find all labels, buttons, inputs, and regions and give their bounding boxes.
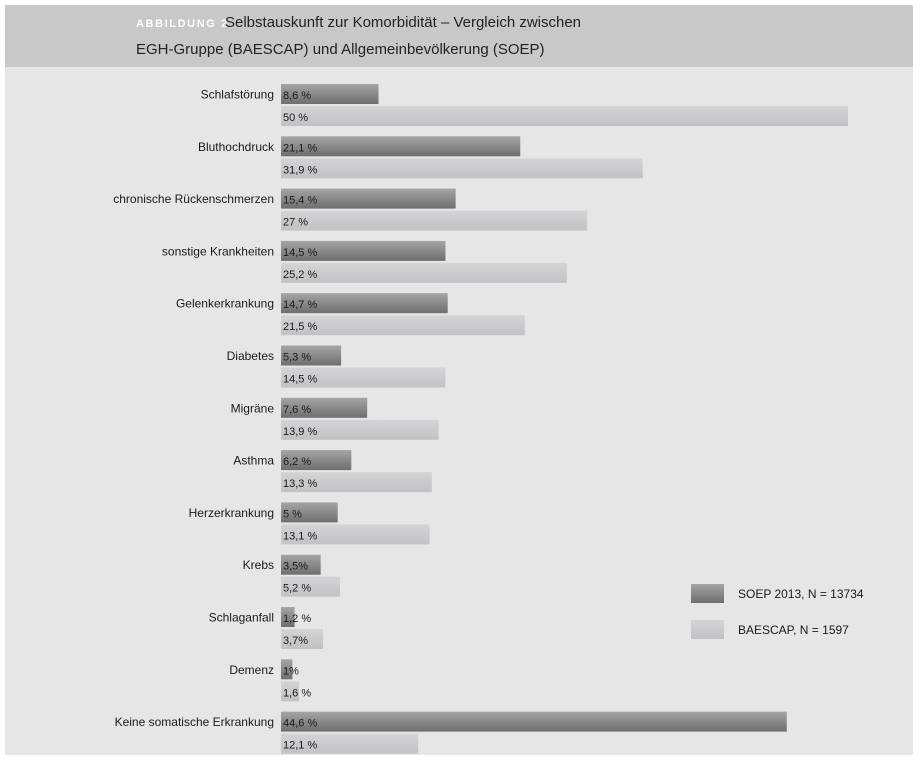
category-label: sonstige Krankheiten xyxy=(162,244,274,258)
value-label: 1,6 % xyxy=(283,687,311,699)
bar-baescap-n-1597 xyxy=(281,629,323,649)
bar-soep-2013-n-13734 xyxy=(281,711,787,732)
legend-swatch-soep-2013-n-13734 xyxy=(691,584,724,603)
bar-baescap-n-1597 xyxy=(281,367,446,388)
bar-soep-2013-n-13734 xyxy=(281,502,338,523)
category-label: Diabetes xyxy=(227,349,274,363)
bar-baescap-n-1597 xyxy=(281,106,848,126)
value-label: 25,2 % xyxy=(283,269,317,281)
bar-soep-2013-n-13734 xyxy=(281,136,521,157)
legend-label: SOEP 2013, N = 13734 xyxy=(738,587,864,601)
category-label: Herzerkrankung xyxy=(189,506,274,520)
bar-soep-2013-n-13734 xyxy=(281,188,456,209)
figure: ABBILDUNG 2 Selbstauskunft zur Komorbidi… xyxy=(5,5,913,755)
value-label: 5,3 % xyxy=(283,352,311,364)
value-label: 3,7% xyxy=(283,635,308,647)
value-label: 13,1 % xyxy=(283,530,317,542)
value-label: 15,4 % xyxy=(283,195,317,207)
category-label: Krebs xyxy=(243,558,274,572)
bar-soep-2013-n-13734 xyxy=(281,554,321,575)
figure-number: ABBILDUNG 2 xyxy=(136,18,229,30)
bar-baescap-n-1597 xyxy=(281,419,439,440)
bar-baescap-n-1597 xyxy=(281,315,525,336)
value-label: 12,1 % xyxy=(283,740,317,752)
legend-swatch-baescap-n-1597 xyxy=(691,620,724,639)
value-label: 31,9 % xyxy=(283,164,317,176)
figure-header: ABBILDUNG 2 Selbstauskunft zur Komorbidi… xyxy=(5,5,913,67)
figure-title-line-1: Selbstauskunft zur Komorbidität – Vergle… xyxy=(225,14,582,31)
bar-soep-2013-n-13734 xyxy=(281,397,368,418)
bar-baescap-n-1597 xyxy=(281,472,432,493)
value-label: 50 % xyxy=(283,112,308,124)
category-label: Demenz xyxy=(229,663,274,677)
value-label: 1% xyxy=(283,665,299,677)
legend-label: BAESCAP, N = 1597 xyxy=(738,623,849,637)
value-label: 6,2 % xyxy=(283,456,311,468)
value-label: 14,7 % xyxy=(283,299,317,311)
value-label: 5 % xyxy=(283,508,302,520)
category-label: chronische Rückenschmerzen xyxy=(113,192,274,206)
value-label: 5,2 % xyxy=(283,583,311,595)
bar-baescap-n-1597 xyxy=(281,681,300,702)
bar-baescap-n-1597 xyxy=(281,210,588,231)
bar-soep-2013-n-13734 xyxy=(281,293,448,314)
bar-chart: Schlafstörung 8,6 % 50 % Bluthochdruck 21,1 … xyxy=(113,84,864,754)
value-label: 14,5 % xyxy=(283,374,317,386)
bar-baescap-n-1597 xyxy=(281,158,643,179)
bar-baescap-n-1597 xyxy=(281,733,419,754)
category-label: Keine somatische Erkrankung xyxy=(115,715,274,729)
value-label: 14,5 % xyxy=(283,247,317,259)
value-label: 44,6 % xyxy=(283,718,317,730)
value-label: 7,6 % xyxy=(283,404,311,416)
value-label: 21,1 % xyxy=(283,142,317,154)
value-label: 1,2 % xyxy=(283,613,311,625)
value-label: 13,3 % xyxy=(283,478,317,490)
bar-soep-2013-n-13734 xyxy=(281,84,379,104)
bar-baescap-n-1597 xyxy=(281,262,567,283)
bar-baescap-n-1597 xyxy=(281,576,340,597)
bar-soep-2013-n-13734 xyxy=(281,607,295,627)
value-label: 3,5% xyxy=(283,561,308,573)
bar-soep-2013-n-13734 xyxy=(281,450,352,471)
bar-baescap-n-1597 xyxy=(281,524,430,545)
category-label: Gelenkerkrankung xyxy=(176,297,274,311)
figure-title-line-2: EGH-Gruppe (BAESCAP) und Allgemeinbevölk… xyxy=(136,41,545,58)
category-label: Asthma xyxy=(233,454,274,468)
value-label: 21,5 % xyxy=(283,321,317,333)
category-label: Schlafstörung xyxy=(201,88,274,102)
bar-soep-2013-n-13734 xyxy=(281,345,342,366)
bar-soep-2013-n-13734 xyxy=(281,240,446,261)
value-label: 27 % xyxy=(283,217,308,229)
bar-soep-2013-n-13734 xyxy=(281,659,293,680)
value-label: 13,9 % xyxy=(283,426,317,438)
category-label: Schlaganfall xyxy=(209,611,274,625)
value-label: 8,6 % xyxy=(283,90,311,102)
category-label: Bluthochdruck xyxy=(198,140,275,154)
category-label: Migräne xyxy=(231,401,275,415)
